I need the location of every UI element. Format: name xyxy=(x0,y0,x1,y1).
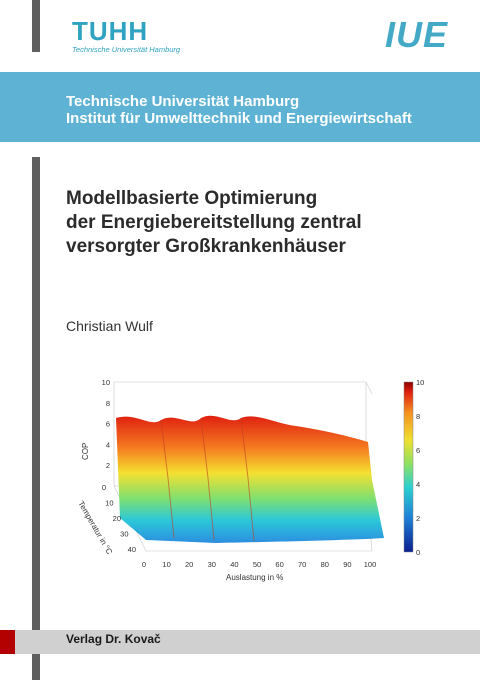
z-axis-label: COP xyxy=(81,443,90,460)
surface-ridges xyxy=(160,417,255,542)
colorbar-tick-label: 6 xyxy=(416,446,420,455)
x-tick-label: 90 xyxy=(343,560,351,569)
tuhh-logo: TUHH Technische Universität Hamburg xyxy=(72,18,180,54)
x-tick-label: 60 xyxy=(275,560,283,569)
y-tick-label: 30 xyxy=(120,530,128,539)
x-axis-ticks: 0 10 20 30 40 50 60 70 80 90 100 xyxy=(142,560,376,569)
z-tick-label: 8 xyxy=(106,399,110,408)
colorbar-tick-label: 4 xyxy=(416,480,420,489)
publisher-name: Verlag Dr. Kovač xyxy=(66,632,161,646)
colorbar-tick-label: 0 xyxy=(416,548,420,557)
x-tick-label: 40 xyxy=(230,560,238,569)
institution-line-2: Institut für Umwelttechnik und Energiewi… xyxy=(66,110,412,127)
book-title-line-1: Modellbasierte Optimierung xyxy=(66,188,318,209)
z-axis-ticks: 2 4 6 8 10 xyxy=(102,378,110,470)
y-tick-label: 0 xyxy=(102,483,106,492)
cop-surface xyxy=(116,415,384,543)
colorbar-tick-label: 2 xyxy=(416,514,420,523)
cop-surface-figure: 0 10 20 30 40 50 60 70 80 90 100 0 10 20 30 40 2 4 6 8 10 … xyxy=(66,368,436,588)
x-tick-label: 30 xyxy=(208,560,216,569)
x-tick-label: 0 xyxy=(142,560,146,569)
publisher-band xyxy=(0,630,480,654)
y-axis-label: Temperatur in °C xyxy=(76,500,114,557)
left-accent-bar-top xyxy=(32,0,40,52)
z-tick-label: 6 xyxy=(106,420,110,429)
publisher-red-accent xyxy=(0,630,15,654)
z-tick-label: 10 xyxy=(102,378,110,387)
x-axis-label: Auslastung in % xyxy=(226,573,283,582)
x-tick-label: 80 xyxy=(321,560,329,569)
y-tick-label: 40 xyxy=(128,545,136,554)
tuhh-logo-subtitle: Technische Universität Hamburg xyxy=(72,45,181,54)
y-tick-label: 10 xyxy=(105,499,113,508)
iue-logo: IUE xyxy=(384,14,448,55)
colorbar-tick-label: 8 xyxy=(416,412,420,421)
z-tick-label: 2 xyxy=(106,461,110,470)
colorbar xyxy=(403,381,414,553)
left-accent-bar-main xyxy=(32,157,40,637)
colorbar-tick-label: 10 xyxy=(416,378,424,387)
x-tick-label: 100 xyxy=(364,560,377,569)
x-tick-label: 50 xyxy=(253,560,261,569)
left-accent-bar-bottom xyxy=(32,652,40,680)
book-title: Modellbasierte Optimierung der Energiebe… xyxy=(66,187,362,259)
z-tick-label: 4 xyxy=(106,440,110,449)
book-title-line-3: versorgter Großkrankenhäuser xyxy=(66,236,346,257)
tuhh-logo-text: TUHH xyxy=(72,16,149,46)
institution-line-1: Technische Universität Hamburg xyxy=(66,93,300,110)
book-title-line-2: der Energiebereitstellung zentral xyxy=(66,212,362,233)
y-tick-label: 20 xyxy=(113,514,121,523)
institution-band xyxy=(0,72,480,142)
x-tick-label: 20 xyxy=(185,560,193,569)
author-name: Christian Wulf xyxy=(66,318,153,334)
x-tick-label: 10 xyxy=(162,560,170,569)
x-tick-label: 70 xyxy=(298,560,306,569)
colorbar-ticks: 0 2 4 6 8 10 xyxy=(416,378,424,557)
